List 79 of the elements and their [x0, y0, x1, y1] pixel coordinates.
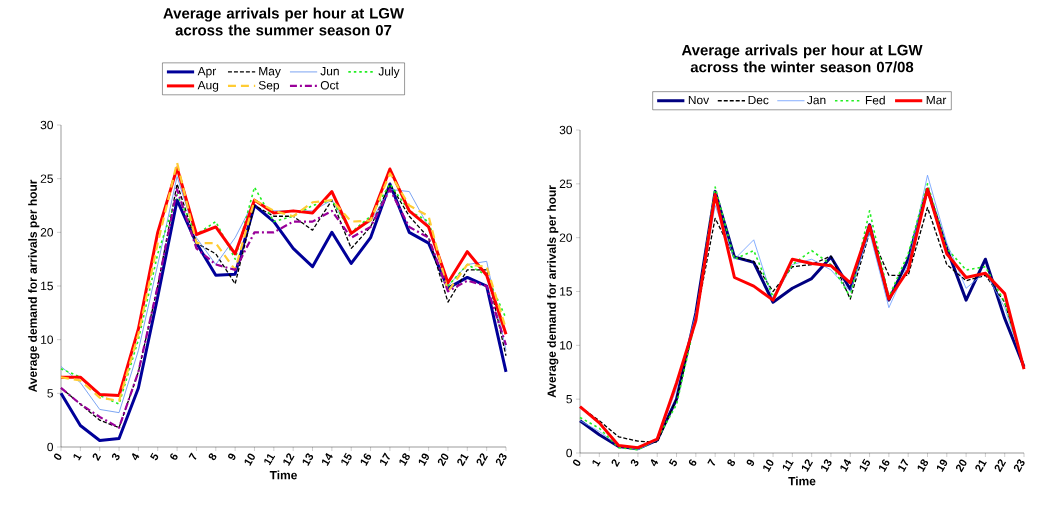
x-tick-label: 0 — [53, 453, 62, 460]
x-tick-label: 3 — [111, 453, 120, 461]
x-tick-label: 8 — [727, 459, 736, 467]
x-tick-label: 17 — [380, 452, 390, 466]
x-tick-label: 15 — [341, 452, 352, 466]
x-tick-label: 18 — [917, 459, 929, 472]
x-tick-label: 14 — [840, 459, 852, 472]
y-tick-label: 30 — [559, 125, 573, 135]
y-tick-label: 25 — [559, 179, 572, 189]
x-tick-label: 21 — [457, 453, 469, 467]
y-tick-label: 0 — [47, 442, 54, 452]
x-axis-title: Time — [269, 470, 297, 480]
y-tick-label: 25 — [40, 174, 53, 183]
y-tick-label: 15 — [41, 281, 53, 291]
x-tick-label: 23 — [1013, 459, 1025, 473]
x-tick-label: 11 — [782, 459, 794, 472]
chart-title: Average arrivals per hour at LGW across the summer season 07 — [163, 7, 405, 36]
legend-label: Oct — [320, 80, 339, 90]
y-tick-label: 30 — [40, 120, 54, 130]
legend-label: Mar — [926, 95, 947, 105]
x-tick-label: 2 — [92, 453, 102, 461]
x-tick-label: 19 — [418, 453, 429, 466]
x-tick-label: 23 — [495, 453, 507, 467]
x-tick-label: 13 — [821, 459, 832, 472]
x-axis-title: Time — [788, 476, 816, 486]
x-tick-label: 1 — [592, 459, 601, 467]
x-tick-label: 22 — [994, 459, 1007, 473]
x-tick-label: 17 — [898, 458, 909, 472]
x-tick-label: 20 — [437, 453, 449, 467]
x-tick-label: 12 — [283, 453, 295, 466]
x-tick-label: 7 — [707, 458, 716, 466]
legend-label: Dec — [748, 95, 769, 105]
chart-title: Average arrivals per hour at LGW across the winter season 07/08 — [681, 44, 923, 73]
x-tick-label: 16 — [879, 459, 890, 472]
y-tick-label: 5 — [566, 395, 572, 404]
x-tick-label: 4 — [132, 453, 140, 461]
x-tick-label: 4 — [650, 459, 659, 467]
legend-label: July — [378, 66, 400, 78]
legend-label: Fed — [865, 95, 885, 105]
x-tick-label: 5 — [668, 458, 677, 467]
x-tick-label: 22 — [476, 453, 488, 467]
x-tick-label: 10 — [244, 453, 255, 466]
y-axis-title: Average demand for arrivals per hour — [547, 185, 559, 398]
x-tick-label: 1 — [73, 453, 82, 461]
x-tick-label: 16 — [360, 453, 372, 466]
y-tick-label: 20 — [40, 228, 54, 237]
x-tick-label: 10 — [763, 459, 774, 472]
x-tick-label: 6 — [688, 459, 697, 466]
y-tick-label: 10 — [560, 341, 573, 350]
x-tick-label: 14 — [322, 453, 333, 466]
x-tick-label: 20 — [955, 459, 967, 473]
legend-label: Apr — [197, 67, 217, 78]
y-tick-label: 10 — [41, 335, 54, 344]
legend-label: Jun — [320, 67, 339, 76]
x-tick-label: 13 — [302, 453, 314, 466]
x-tick-label: 6 — [170, 453, 178, 460]
y-axis-title: Average demand for arrivals per hour — [28, 179, 40, 393]
x-tick-label: 11 — [264, 453, 276, 466]
x-tick-label: 9 — [228, 453, 236, 461]
legend-label: Jan — [807, 95, 826, 105]
x-tick-label: 7 — [188, 452, 197, 460]
x-tick-label: 3 — [630, 459, 639, 467]
legend-label: Aug — [197, 81, 219, 92]
legend-label: May — [259, 67, 281, 78]
x-tick-label: 8 — [208, 453, 217, 461]
x-tick-label: 12 — [801, 459, 813, 472]
x-tick-label: 5 — [150, 452, 159, 461]
x-tick-label: 9 — [746, 459, 755, 467]
y-tick-label: 15 — [560, 287, 572, 296]
legend-label: Nov — [688, 95, 710, 105]
legend-label: Sep — [258, 80, 280, 92]
x-tick-label: 2 — [611, 459, 620, 467]
y-tick-label: 20 — [559, 233, 573, 242]
y-tick-label: 5 — [47, 389, 53, 398]
x-tick-label: 15 — [859, 458, 871, 472]
x-tick-label: 19 — [937, 459, 948, 472]
x-tick-label: 0 — [572, 459, 581, 466]
x-tick-label: 21 — [975, 459, 987, 473]
x-tick-label: 18 — [399, 453, 410, 466]
